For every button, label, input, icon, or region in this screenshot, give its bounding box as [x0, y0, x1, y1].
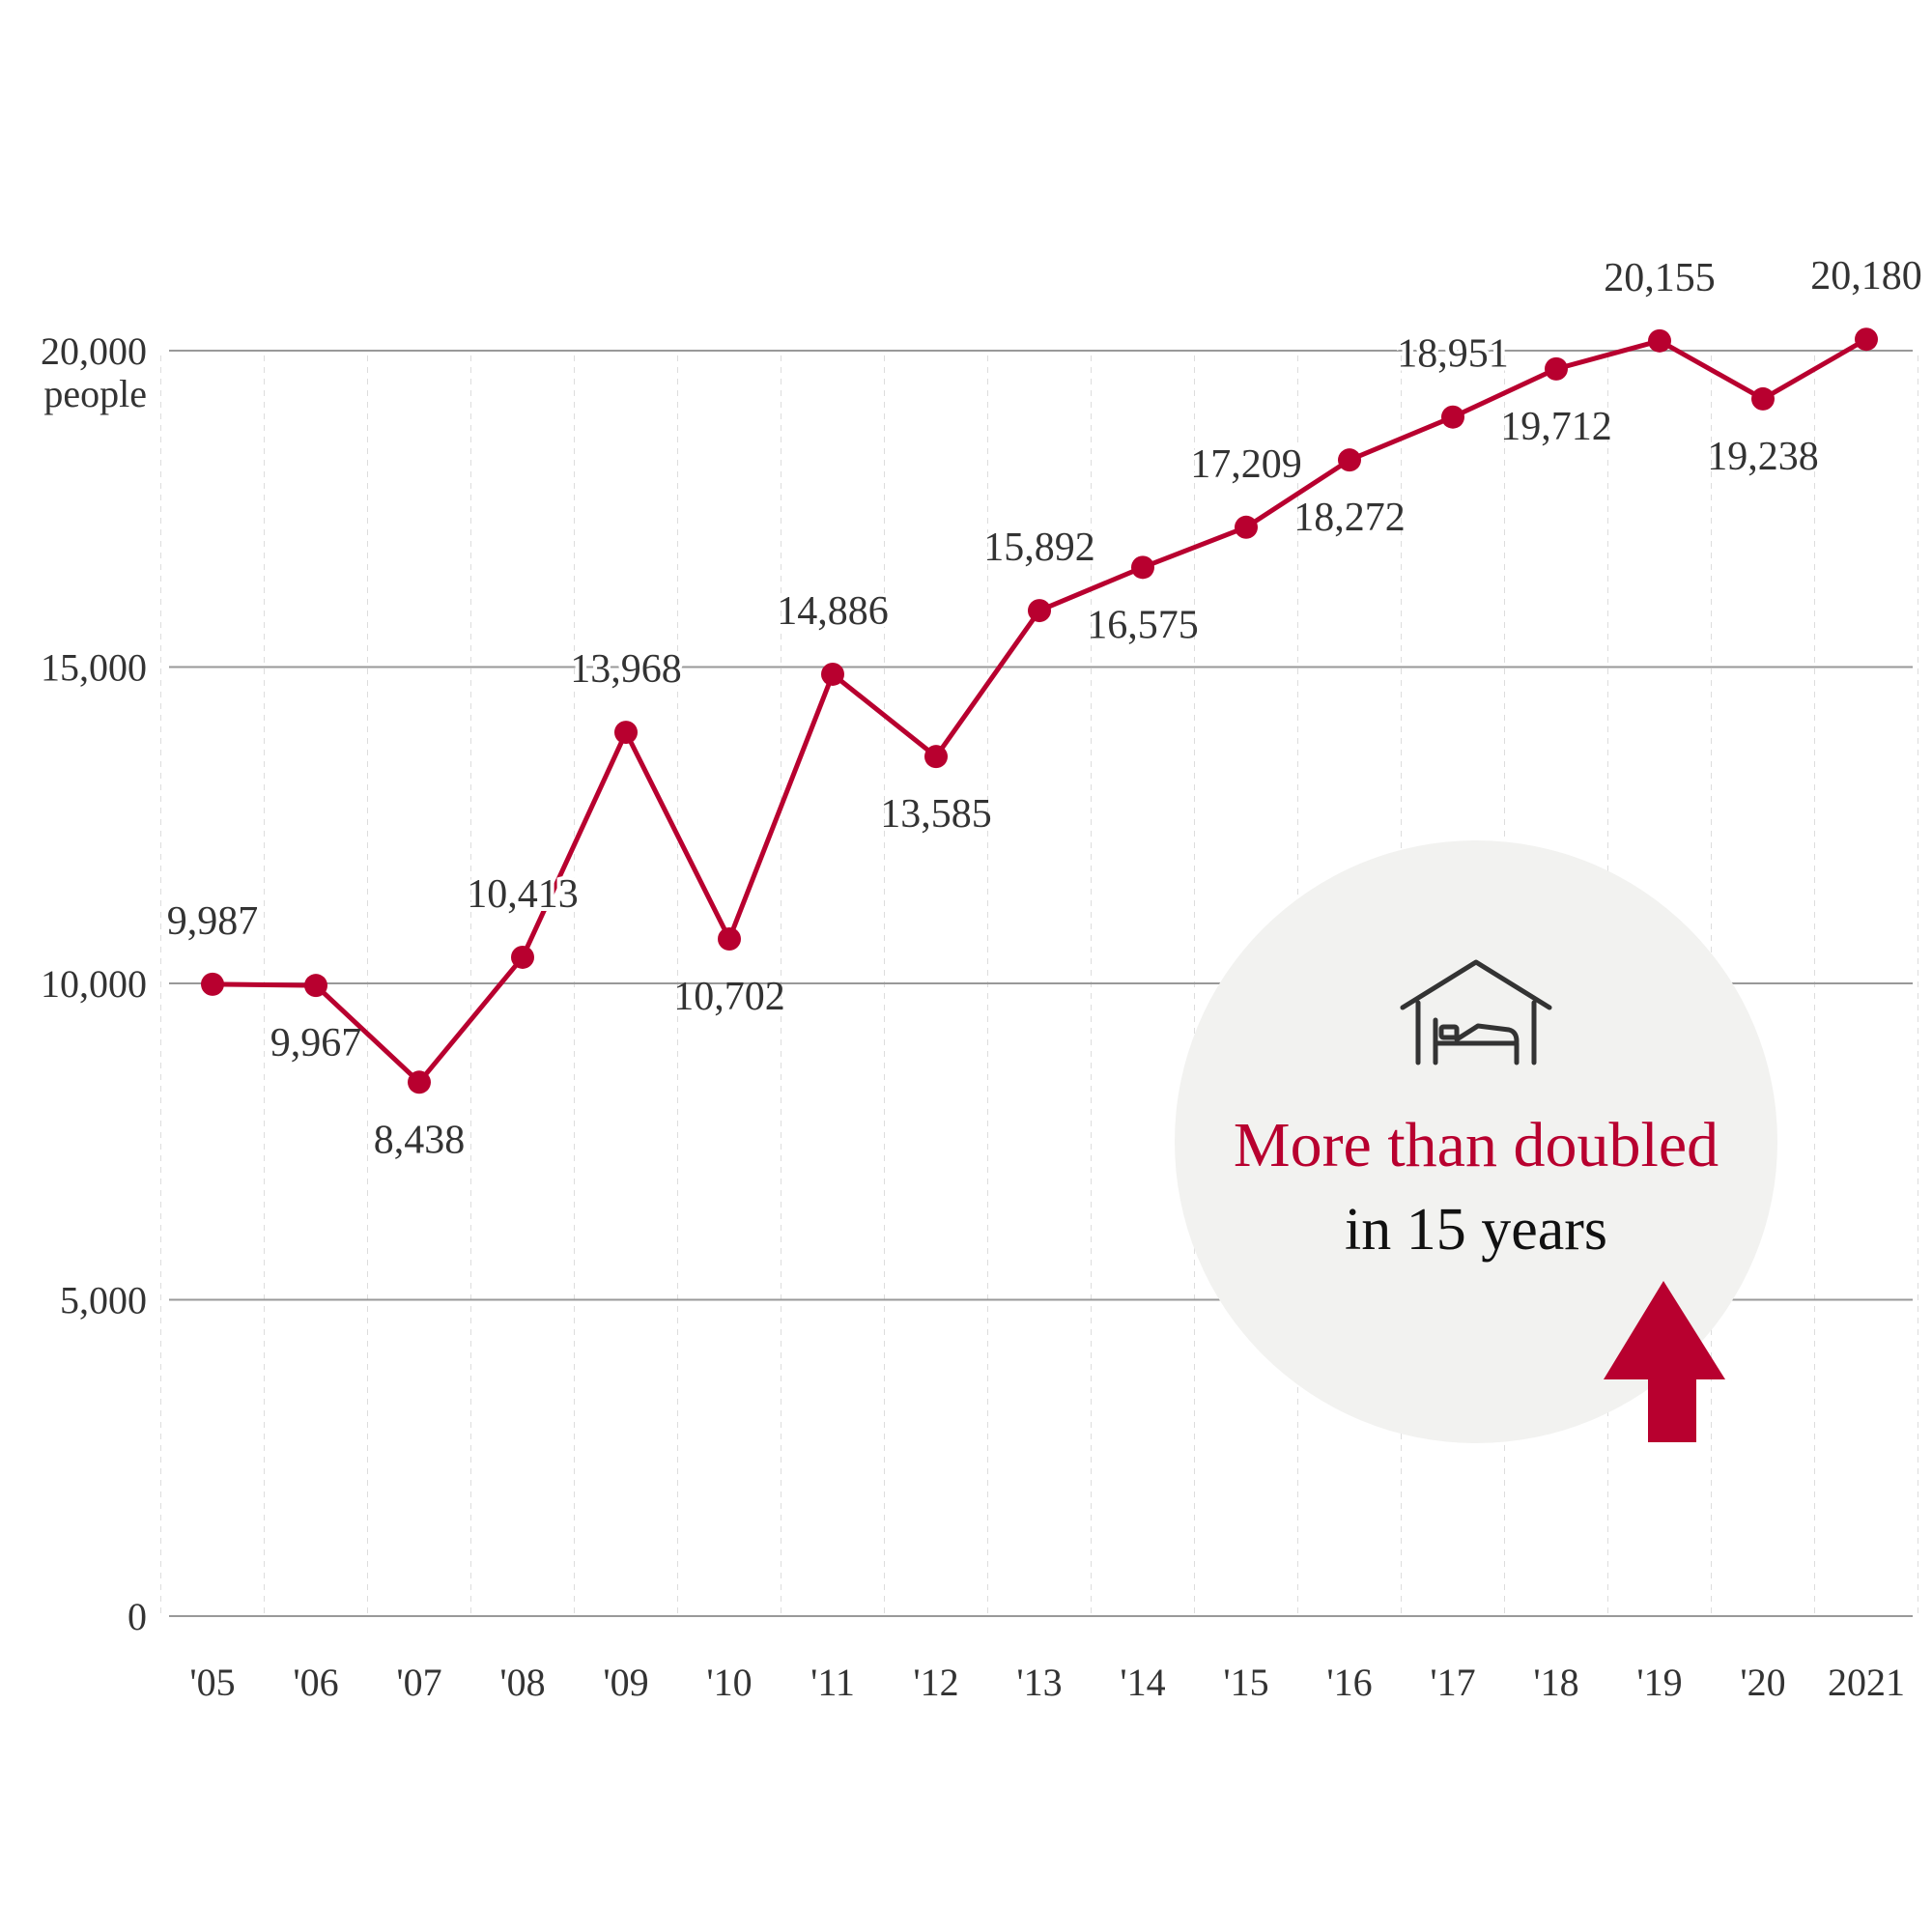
x-tick-label: '09: [603, 1661, 648, 1704]
data-label: 9,987: [167, 899, 259, 944]
x-tick-label: '13: [1016, 1661, 1062, 1704]
x-tick-label: '08: [499, 1661, 545, 1704]
x-tick-label: '20: [1740, 1661, 1785, 1704]
data-label: 18,272: [1293, 496, 1406, 540]
data-point: [1545, 356, 1568, 381]
y-tick-label: 10,000: [41, 962, 147, 1006]
x-tick-label: '14: [1120, 1661, 1165, 1704]
x-tick-label: '05: [189, 1661, 235, 1704]
series-line: 9,987 9,967 8,438 10,413 13,968 10,702 14,886 1…: [163, 250, 1926, 1162]
data-point: [924, 745, 948, 769]
y-tick-label: 15,000: [41, 646, 147, 690]
x-tick-label: '17: [1430, 1661, 1475, 1704]
data-point: [1028, 599, 1051, 623]
data-label: 20,155: [1604, 256, 1716, 300]
data-point: [614, 721, 638, 745]
y-unit-label: people: [43, 372, 147, 415]
data-label: 13,968: [570, 647, 682, 692]
x-tick-label: '16: [1326, 1661, 1372, 1704]
y-tick-label: 0: [128, 1595, 147, 1638]
callout-circle: [1175, 840, 1777, 1443]
x-axis: '05 '06 '07 '08 '09 '10 '11 '12 '13 '14 '15 '16 '17 '…: [189, 1661, 1905, 1704]
up-arrow-icon: [1604, 1281, 1725, 1442]
data-point: [1338, 448, 1361, 472]
data-point: [1131, 555, 1154, 580]
x-tick-label: '11: [810, 1661, 855, 1704]
data-point: [821, 662, 844, 686]
data-point: [718, 927, 741, 952]
data-label: 20,180: [1810, 254, 1922, 298]
x-tick-label: '12: [913, 1661, 958, 1704]
data-point: [1751, 386, 1775, 411]
callout-subtitle: in 15 years: [1345, 1197, 1607, 1263]
x-tick-label: '19: [1636, 1661, 1682, 1704]
x-tick-label: '07: [396, 1661, 441, 1704]
y-tick-label: 5,000: [60, 1279, 147, 1322]
x-tick-label: '06: [293, 1661, 338, 1704]
data-label: 19,712: [1500, 405, 1612, 449]
data-point: [1441, 405, 1464, 429]
data-point: [1855, 327, 1878, 352]
house-bed-icon: [1400, 959, 1552, 1065]
data-point: [511, 945, 534, 969]
data-point: [1648, 328, 1671, 353]
callout: More than doubled in 15 years: [1175, 840, 1777, 1443]
callout-title: More than doubled: [1234, 1110, 1719, 1180]
data-label: 8,438: [374, 1118, 466, 1162]
x-tick-label: 2021: [1828, 1661, 1905, 1704]
data-label: 16,575: [1087, 603, 1199, 647]
data-point: [201, 972, 224, 996]
y-tick-label: 20,000: [41, 329, 147, 373]
data-label: 14,886: [777, 589, 889, 634]
data-label: 17,209: [1190, 442, 1302, 487]
x-tick-label: '10: [706, 1661, 752, 1704]
data-label: 10,702: [673, 975, 785, 1019]
data-label: 13,585: [880, 792, 992, 837]
x-tick-label: '15: [1223, 1661, 1268, 1704]
data-label: 10,413: [467, 872, 579, 917]
data-point: [1235, 515, 1258, 539]
data-label: 9,967: [270, 1021, 362, 1065]
x-tick-label: '18: [1533, 1661, 1578, 1704]
data-point: [408, 1070, 431, 1094]
data-label: 15,892: [983, 526, 1095, 570]
data-label: 19,238: [1707, 435, 1819, 479]
data-point: [304, 974, 327, 998]
data-label: 18,951: [1397, 332, 1509, 377]
